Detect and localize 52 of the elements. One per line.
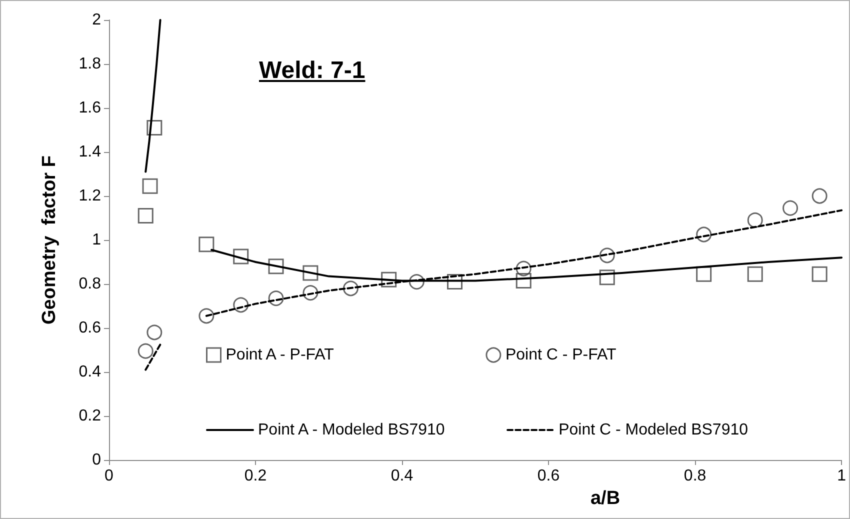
y-tick-label: 1.8 [78, 56, 102, 72]
x-tick-label: 0.2 [244, 468, 267, 484]
point [747, 266, 763, 282]
y-tick-label: 1.2 [78, 188, 102, 204]
y-tick-label: 0.6 [78, 320, 102, 336]
point [343, 280, 358, 296]
y-axis-title: Geometry factor F [39, 156, 60, 324]
point [599, 248, 615, 264]
x-tick-label: 0.4 [390, 468, 414, 484]
point [408, 274, 424, 290]
point [198, 308, 214, 324]
point [696, 226, 712, 242]
x-tick-label: 0.8 [684, 468, 706, 484]
point [447, 274, 463, 290]
legend-label: Point C - Modeled BS7910 [558, 422, 748, 438]
point [233, 297, 249, 313]
point [599, 270, 615, 286]
x-tick-label: 0.6 [537, 468, 560, 484]
point [146, 324, 162, 340]
x-tick-label: 1 [837, 468, 846, 484]
point [142, 178, 158, 194]
x-axis-title: a/B [590, 488, 620, 509]
point [268, 290, 284, 306]
point [696, 266, 712, 282]
y-tick-label: 1.6 [78, 100, 102, 116]
y-tick-label: 0.2 [78, 408, 102, 424]
legend-label: Point A - P-FAT [226, 346, 334, 364]
point [782, 200, 798, 216]
point [233, 248, 249, 264]
y-tick-label: 0.8 [78, 276, 102, 292]
y-tick-label: 2 [92, 12, 102, 28]
x-tick-label: 0 [104, 468, 114, 484]
point [516, 260, 532, 276]
point [138, 208, 154, 224]
text: Weld: 7-1 [259, 57, 366, 85]
point [198, 236, 214, 252]
point [381, 272, 397, 288]
y-tick-label: 0.4 [78, 364, 102, 380]
point [268, 258, 284, 274]
legend-label: Point A - Modeled BS7910 [258, 422, 445, 438]
point [516, 272, 532, 288]
point [747, 212, 763, 228]
point [812, 266, 828, 282]
point [302, 285, 318, 301]
y-tick-label: 1 [92, 232, 102, 248]
point [812, 188, 828, 204]
legend-label: Point C - P-FAT [505, 346, 617, 364]
point [138, 343, 154, 359]
point [302, 265, 318, 281]
y-tick-label: 0 [92, 452, 102, 468]
point [146, 120, 162, 136]
y-tick-label: 1.4 [78, 144, 102, 160]
